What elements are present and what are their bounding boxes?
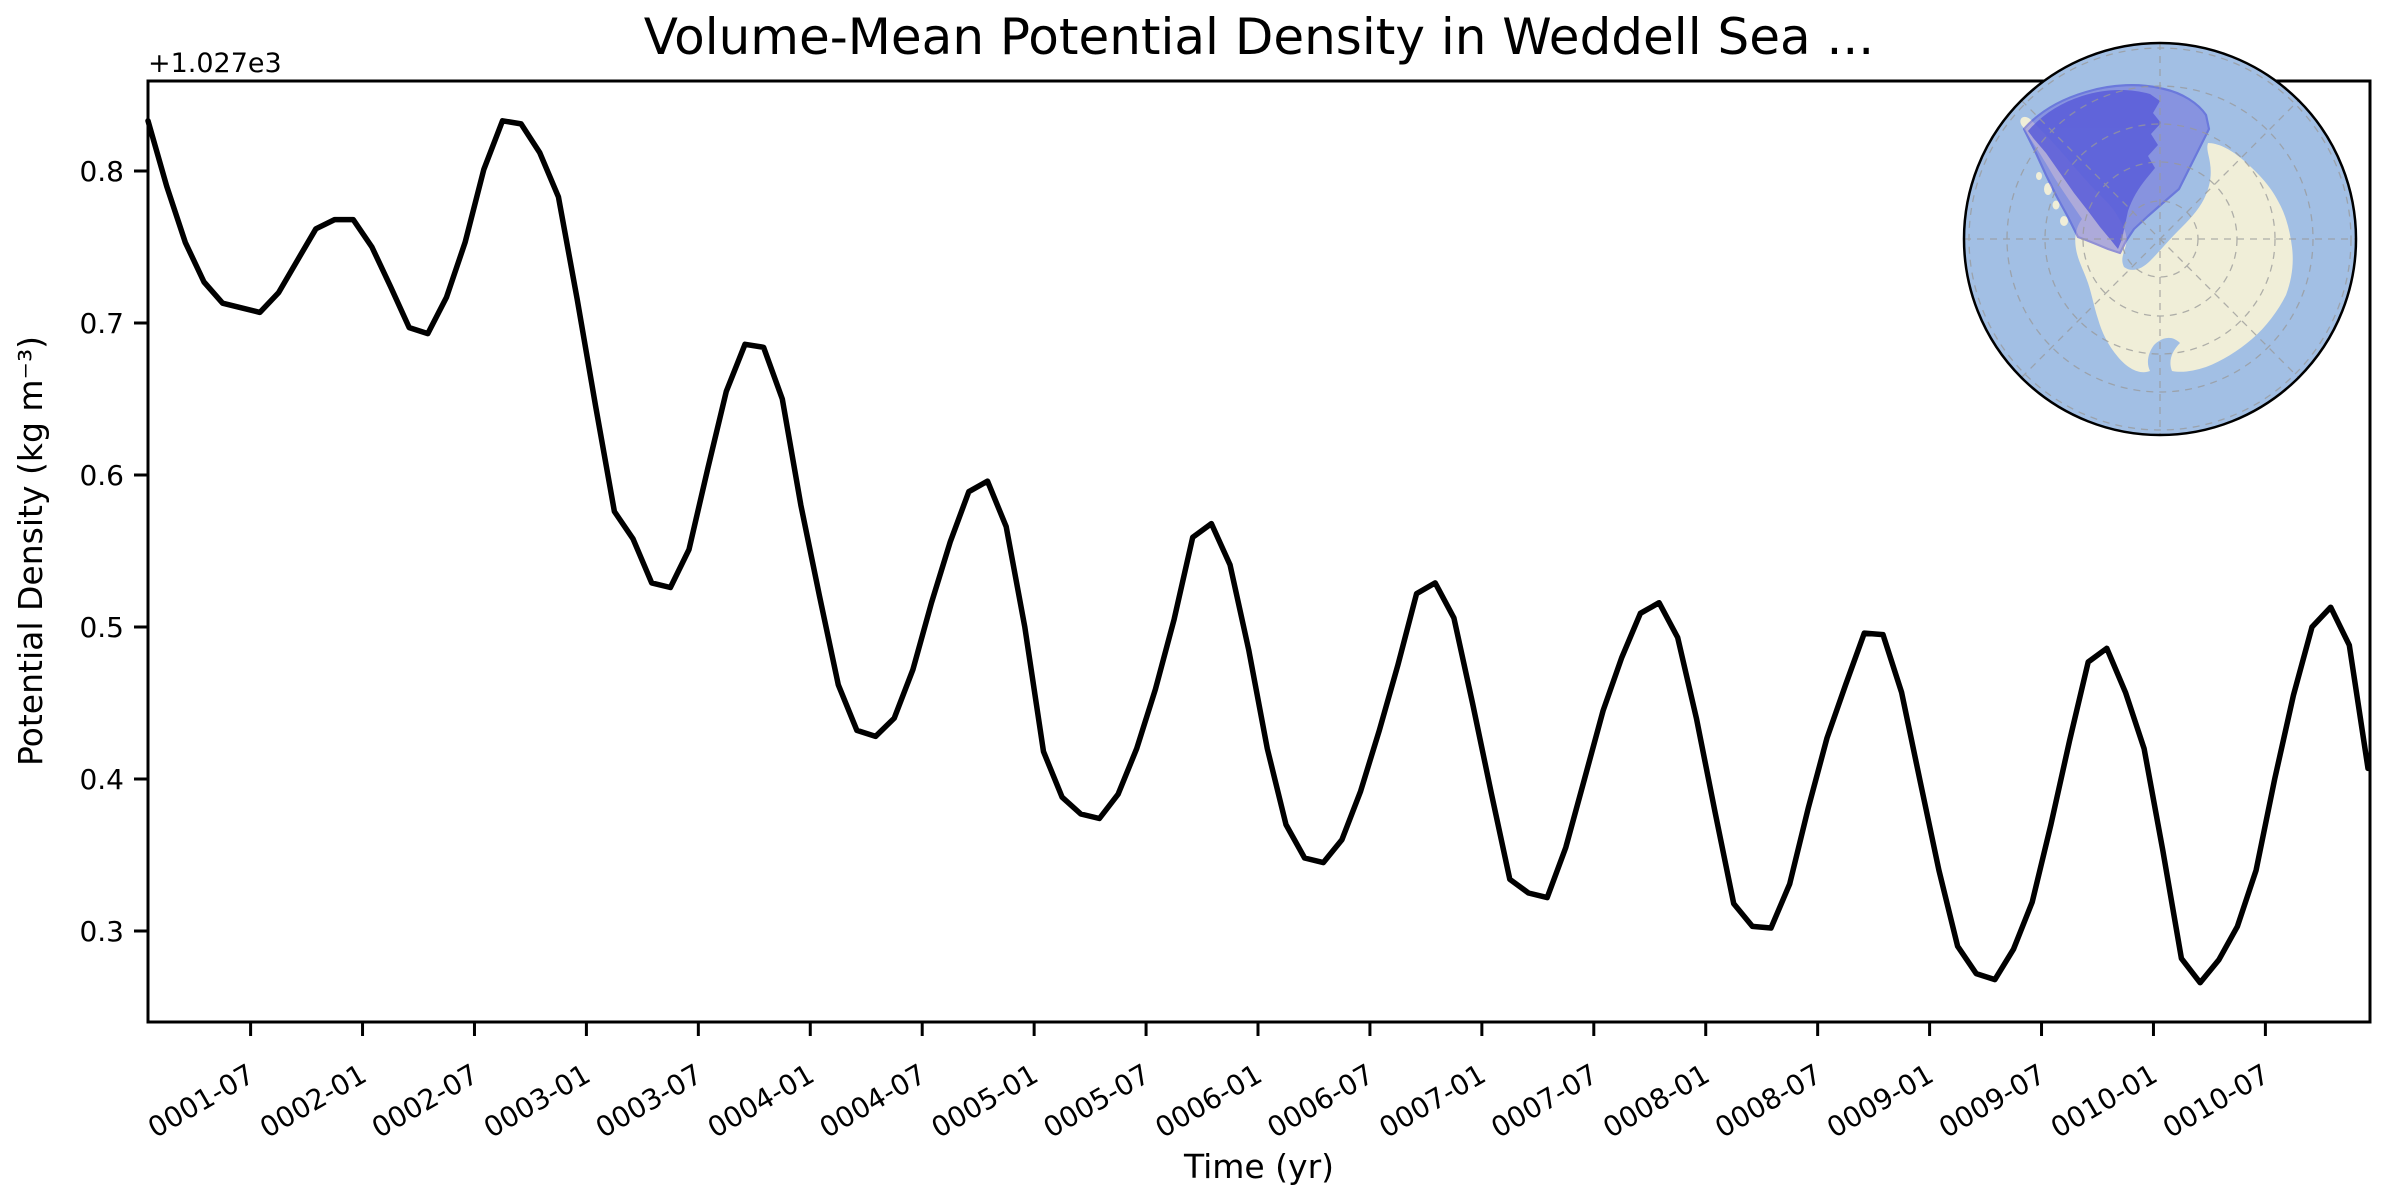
y-tick-label: 0.7 bbox=[79, 307, 124, 340]
x-axis-ticks: 0001-070002-010002-070003-010003-070004-… bbox=[142, 1022, 2275, 1145]
x-axis-label: Time (yr) bbox=[1183, 1147, 1334, 1186]
y-tick-label: 0.5 bbox=[79, 611, 124, 644]
x-tick-label: 0001-07 bbox=[142, 1057, 260, 1144]
islands bbox=[2036, 172, 2068, 226]
chart-title: Volume-Mean Potential Density in Weddell… bbox=[644, 8, 1874, 66]
graticule bbox=[1964, 43, 2356, 435]
weddell-sector-overlay bbox=[2022, 84, 2211, 255]
x-tick-label: 0006-01 bbox=[1150, 1057, 1268, 1144]
map-rim bbox=[1962, 41, 2358, 437]
y-offset-label: +1.027e3 bbox=[148, 48, 282, 79]
x-tick-label: 0005-07 bbox=[1038, 1057, 1156, 1144]
antarctica-inset-map bbox=[1962, 41, 2358, 437]
x-tick-label: 0008-01 bbox=[1597, 1057, 1715, 1144]
x-tick-label: 0007-01 bbox=[1374, 1057, 1492, 1144]
x-tick-label: 0004-07 bbox=[814, 1057, 932, 1144]
y-tick-label: 0.8 bbox=[79, 155, 124, 188]
x-tick-label: 0009-07 bbox=[1933, 1057, 2051, 1144]
x-tick-label: 0002-07 bbox=[366, 1057, 484, 1144]
y-tick-label: 0.6 bbox=[79, 459, 124, 492]
density-line bbox=[145, 118, 2371, 986]
x-tick-label: 0009-01 bbox=[1821, 1057, 1939, 1144]
y-tick-label: 0.4 bbox=[79, 763, 124, 796]
y-tick-label: 0.3 bbox=[79, 915, 124, 948]
x-tick-label: 0010-01 bbox=[2045, 1057, 2163, 1144]
plot-border bbox=[146, 79, 2372, 1024]
y-axis-label: Potential Density (kg m⁻³) bbox=[11, 336, 50, 766]
y-axis-ticks: 0.3 0.4 0.5 0.6 0.7 0.8 bbox=[79, 155, 148, 948]
x-tick-label: 0003-01 bbox=[478, 1057, 596, 1144]
x-tick-label: 0002-01 bbox=[254, 1057, 372, 1144]
x-tick-label: 0004-01 bbox=[702, 1057, 820, 1144]
x-tick-label: 0003-07 bbox=[590, 1057, 708, 1144]
x-tick-label: 0007-07 bbox=[1485, 1057, 1603, 1144]
antarctica-land bbox=[2020, 116, 2293, 373]
x-tick-label: 0010-07 bbox=[2157, 1057, 2275, 1144]
x-tick-label: 0008-07 bbox=[1709, 1057, 1827, 1144]
x-tick-label: 0005-01 bbox=[926, 1057, 1044, 1144]
x-tick-label: 0006-07 bbox=[1262, 1057, 1380, 1144]
